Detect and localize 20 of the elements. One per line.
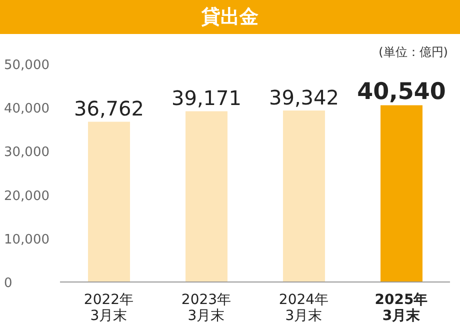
data-label: 39,171	[172, 86, 242, 110]
y-tick-label: 40,000	[4, 102, 50, 117]
y-tick-label: 30,000	[4, 145, 50, 160]
x-tick-label: 2025年 3月末	[374, 292, 428, 324]
y-tick-label: 50,000	[4, 58, 50, 73]
bar	[380, 105, 422, 282]
bar	[186, 111, 228, 282]
text: (単位：億円)	[378, 44, 448, 61]
x-tick-label: 2024年 3月末	[278, 292, 329, 324]
y-tick-label: 10,000	[4, 232, 50, 248]
x-tick-label: 2022年 3月末	[84, 292, 134, 324]
chart-title: 貸出金	[0, 0, 460, 34]
data-label: 36,762	[74, 96, 144, 121]
data-label: 39,342	[269, 85, 339, 110]
x-tick-label: 2023年 3月末	[181, 292, 232, 324]
y-tick-label: 20,000	[4, 188, 50, 204]
data-label: 40,540	[357, 79, 446, 106]
y-tick-label: 0	[4, 276, 12, 291]
bar	[88, 122, 130, 282]
bar	[283, 110, 325, 282]
